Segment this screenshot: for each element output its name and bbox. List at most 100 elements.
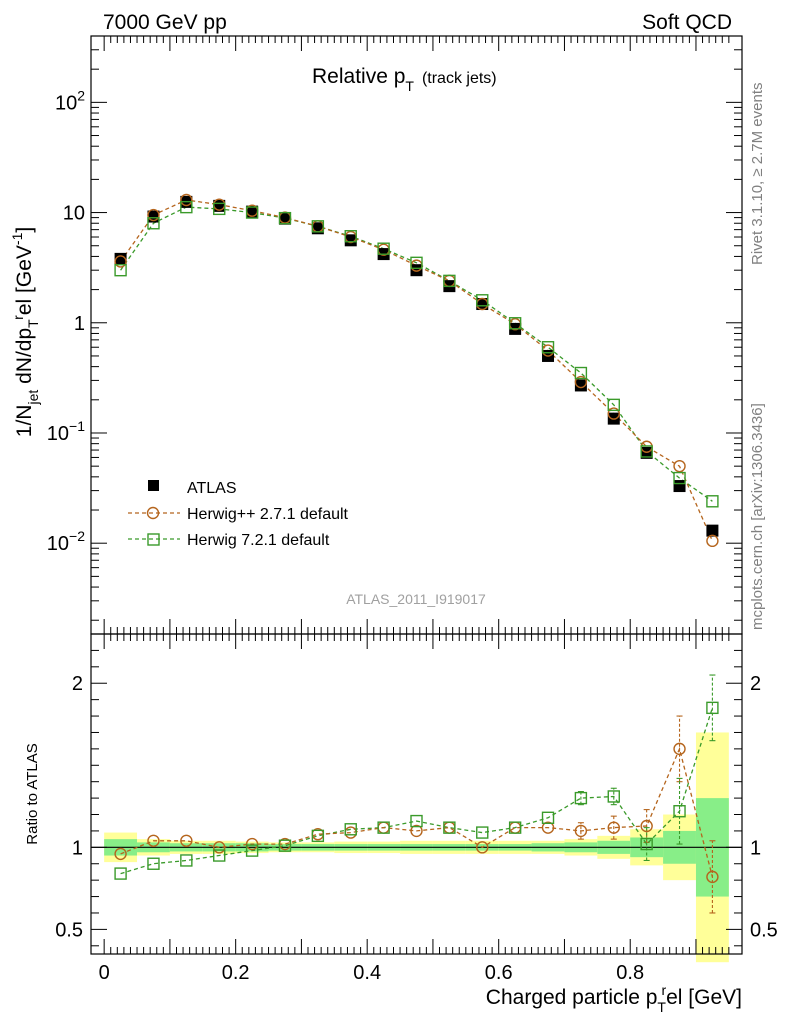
x-tick-label: 0 [99, 962, 110, 984]
ratio-uncertainty-bands [91, 732, 742, 963]
main-y-tick-label: 10−2 [47, 528, 85, 555]
main-panel: 10−2 10−1 1 10 102 Relative pT (track jets) 1… [9, 35, 743, 635]
herwig7-ratio-point [673, 805, 686, 818]
herwig7-point [311, 220, 325, 233]
herwig7-ratio-point [213, 849, 226, 862]
herwig7-ratio-point [147, 857, 160, 870]
x-tick-label: 0.4 [353, 962, 381, 984]
herwig7-point [541, 341, 555, 354]
herwig7-point [245, 206, 259, 219]
herwig7-point [476, 294, 489, 307]
herwig7-point [344, 230, 357, 243]
legend-label-atlas: ATLAS [187, 480, 237, 497]
herwigpp-ratio-point [508, 821, 522, 834]
herwig7-ratio-point [476, 826, 489, 839]
herwig7-point [213, 202, 226, 216]
ratio-frame [90, 633, 743, 955]
ratio-y-tick-label-right: 2 [750, 673, 761, 695]
herwig7-ratio-point [278, 839, 292, 852]
herwig7-ratio-point [443, 821, 456, 834]
herwig7-ratio-point [114, 867, 127, 880]
atlas-point [410, 264, 423, 277]
herwig7-ratio-point [640, 837, 653, 851]
herwig7-ratio-point [410, 814, 423, 828]
herwigpp-ratio-point [213, 841, 226, 854]
herwig7-ratio-point [180, 854, 193, 867]
herwigpp-ratio-point [147, 834, 160, 847]
ratio-plot-marks [114, 674, 719, 914]
main-x-ticks [103, 36, 730, 634]
herwigpp-ratio-point [607, 821, 620, 834]
herwigpp-ratio-point [114, 847, 127, 861]
x-tick-label: 0.2 [222, 962, 250, 984]
atlas-point [706, 524, 719, 537]
herwigpp-ratio-point [706, 870, 719, 884]
herwigpp-point [147, 208, 160, 222]
ratio-x-ticks: 0 0.2 0.4 0.6 0.8 [99, 634, 730, 984]
herwigpp-point [180, 193, 193, 207]
herwig7-ratio-point [574, 791, 588, 805]
herwigpp-ratio-point [410, 824, 423, 838]
main-y-tick-label: 10 [63, 203, 85, 225]
herwigpp-ratio-point [640, 819, 653, 833]
herwigpp-ratio-point [344, 826, 357, 839]
ratio-y-ticks: 0.5 0.5 1 1 2 2 [55, 649, 778, 947]
atlas-point [344, 234, 357, 247]
ratio-y-tick-label-right: 0.5 [750, 919, 778, 941]
herwig7-point [410, 256, 423, 270]
analysis-tag: ATLAS_2011_I919017 [346, 591, 486, 607]
herwigpp-ratio-point [476, 841, 489, 854]
legend-label-herwig7: Herwig 7.2.1 default [187, 532, 330, 549]
legend-marker-herwig7 [147, 533, 160, 546]
herwigpp-ratio-line [120, 746, 714, 878]
mcplots-label: mcplots.cern.ch [arXiv:1306.3436] [749, 403, 766, 630]
herwigpp-ratio-point [673, 742, 686, 756]
herwigpp-point [607, 407, 620, 420]
main-y-tick-label: 1 [74, 313, 85, 335]
herwig7-point [147, 217, 160, 230]
main-title: Relative pT (track jets) [312, 65, 497, 94]
herwigpp-ratio-point [377, 821, 390, 834]
atlas-point [673, 480, 686, 493]
herwig7-ratio-line [120, 707, 714, 875]
herwigpp-point [673, 459, 686, 473]
legend-marker-herwigpp [146, 506, 160, 520]
herwig7-ratio-point [508, 821, 522, 834]
herwig7-point [673, 471, 686, 485]
herwig7-ratio-point [245, 844, 259, 857]
header-category: Soft QCD [642, 11, 732, 34]
header-energy: 7000 GeV pp [103, 11, 227, 34]
atlas-point [574, 379, 587, 392]
herwig7-point [377, 242, 390, 255]
herwig7-ratio-point [311, 829, 325, 843]
x-axis-label: Charged particle pTrel [GeV] [486, 982, 742, 1015]
atlas-point [476, 298, 489, 311]
herwig7-point [640, 445, 653, 458]
herwigpp-point [706, 534, 719, 548]
atlas-point [114, 252, 127, 265]
legend: ATLAS Herwig++ 2.7.1 default Herwig 7.2.… [128, 480, 349, 549]
herwigpp-ratio-point [180, 834, 193, 847]
ratio-y-tick-label-right: 1 [750, 837, 761, 859]
ratio-panel: 0.5 0.51 12 2 0 0.2 0.4 0.6 0.8 Ratio to ATLAS … [24, 633, 778, 1015]
herwig7-point [508, 317, 522, 330]
x-tick-label: 0.6 [485, 962, 513, 984]
main-y-tick-label: 10−1 [47, 418, 85, 445]
herwig7-point [443, 274, 456, 288]
rivet-version-label: Rivet 3.1.10, ≥ 2.7M events [749, 83, 766, 266]
herwig7-line [120, 206, 713, 502]
herwig7-ratio-point [706, 701, 719, 715]
legend-marker-atlas [148, 480, 159, 491]
ratio-y-tick-label-left: 0.5 [55, 919, 83, 941]
ratio-y-tick-label-left: 1 [72, 837, 83, 859]
herwigpp-point [114, 255, 127, 268]
legend-label-herwigpp: Herwig++ 2.7.1 default [187, 506, 349, 523]
herwig7-point [114, 263, 127, 277]
main-y-ticks: 10−2 10−1 1 10 102 [47, 35, 742, 621]
ratio-y-axis-label: Ratio to ATLAS [24, 743, 41, 844]
herwigpp-ratio-point [541, 821, 555, 834]
herwigpp-ratio-point [574, 824, 588, 838]
herwigpp-point [574, 375, 588, 389]
main-y-tick-label: 102 [55, 87, 85, 114]
